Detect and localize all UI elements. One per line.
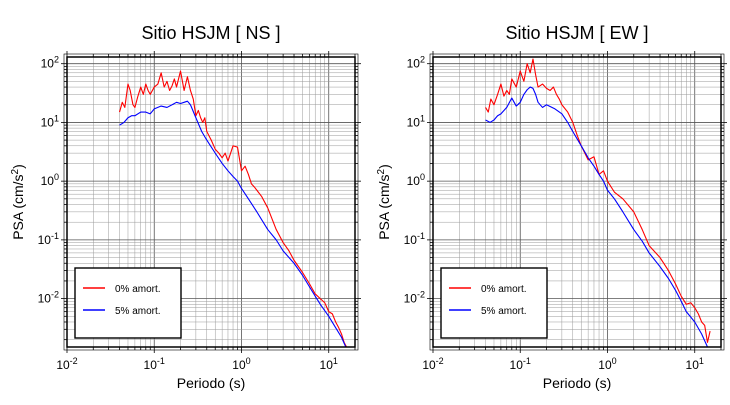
y-tick-label: 100 xyxy=(41,172,59,188)
x-tick-labels: 10-2 10-1 100 101 xyxy=(422,356,704,372)
y-tick-label: 100 xyxy=(407,172,425,188)
y-tick-labels: 10-2 10-1 100 101 102 xyxy=(38,55,59,306)
x-tick-label: 10-1 xyxy=(510,356,531,372)
ticks xyxy=(61,51,361,353)
y-tick-label: 10-1 xyxy=(404,231,425,247)
y-axis-label: PSA (cm/s2) xyxy=(10,164,26,240)
x-tick-label: 10-1 xyxy=(144,356,165,372)
legend-box xyxy=(74,267,182,339)
x-tick-label: 10-2 xyxy=(56,356,77,372)
series-line-blue xyxy=(485,86,708,347)
series-line-red xyxy=(119,70,348,347)
grid xyxy=(67,57,355,347)
x-tick-labels: 10-2 10-1 100 101 xyxy=(56,356,338,372)
y-tick-label: 10-2 xyxy=(404,290,425,306)
x-tick-label: 100 xyxy=(598,356,616,372)
legend-label: 0% amort. xyxy=(115,284,161,295)
plot-frame xyxy=(432,56,722,348)
legend-label: 0% amort. xyxy=(481,284,527,295)
series-group xyxy=(119,70,348,347)
y-tick-label: 102 xyxy=(41,55,59,71)
plot-frame-outer xyxy=(429,53,725,351)
legend: 0% amort. 5% amort. xyxy=(440,267,548,339)
y-axis-label: PSA (cm/s2) xyxy=(376,164,392,240)
x-axis-label: Periodo (s) xyxy=(543,375,611,391)
chart-panel-1: 10-2 10-1 100 101 10-2 10-1 100 101 102 Sitio HSJ… xyxy=(10,23,361,391)
x-tick-label: 101 xyxy=(320,356,338,372)
y-tick-labels: 10-2 10-1 100 101 102 xyxy=(404,55,425,306)
series-group xyxy=(485,58,711,347)
legend-label: 5% amort. xyxy=(481,306,527,317)
grid xyxy=(433,57,721,347)
legend-label: 5% amort. xyxy=(115,306,161,317)
x-axis-label: Periodo (s) xyxy=(177,375,245,391)
ticks xyxy=(427,51,727,353)
y-tick-label: 101 xyxy=(407,113,425,129)
x-tick-label: 10-2 xyxy=(422,356,443,372)
chart-title: Sitio HSJM [ EW ] xyxy=(505,23,648,43)
y-tick-label: 102 xyxy=(407,55,425,71)
x-tick-label: 101 xyxy=(686,356,704,372)
chart-title: Sitio HSJM [ NS ] xyxy=(141,23,280,43)
plot-frame-outer xyxy=(63,53,359,351)
legend-box xyxy=(440,267,548,339)
plot-frame xyxy=(66,56,356,348)
y-tick-label: 10-1 xyxy=(38,231,59,247)
x-tick-label: 100 xyxy=(232,356,250,372)
series-line-red xyxy=(485,58,711,343)
legend: 0% amort. 5% amort. xyxy=(74,267,182,339)
y-tick-label: 10-2 xyxy=(38,290,59,306)
chart-panel-2: 10-2 10-1 100 101 10-2 10-1 100 101 102 Sitio HSJ… xyxy=(376,23,727,391)
series-line-blue xyxy=(119,100,347,347)
y-tick-label: 101 xyxy=(41,113,59,129)
